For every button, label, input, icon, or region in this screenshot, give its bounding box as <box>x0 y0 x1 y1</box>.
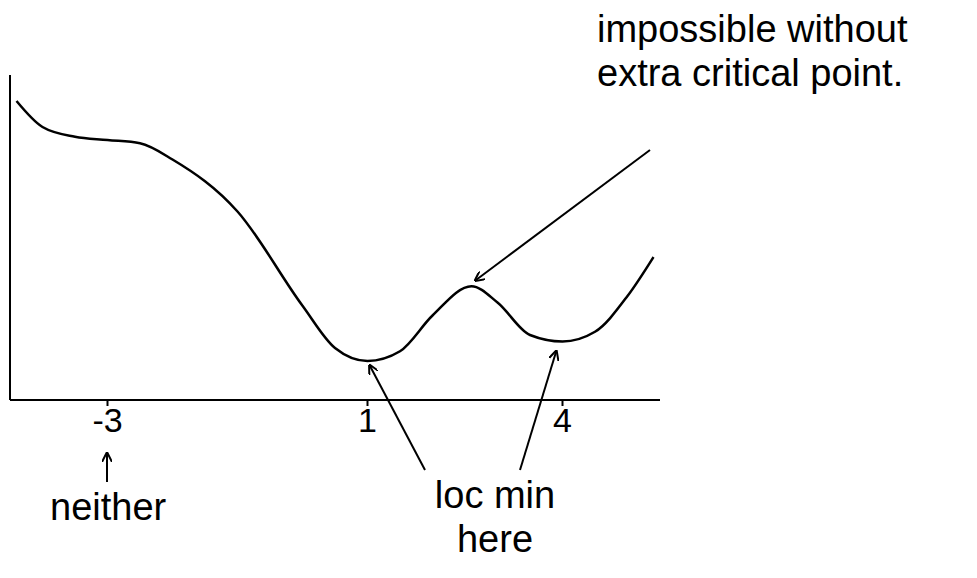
svg-text:1: 1 <box>358 401 377 439</box>
html-text:impossible without extra criti: impossible without extra critical point. <box>597 8 908 94</box>
html-text:neither: neither <box>50 486 167 528</box>
svg-text:4: 4 <box>553 401 572 439</box>
svg-text:-3: -3 <box>92 401 122 439</box>
html-text:loc min here: loc min here <box>434 474 556 560</box>
